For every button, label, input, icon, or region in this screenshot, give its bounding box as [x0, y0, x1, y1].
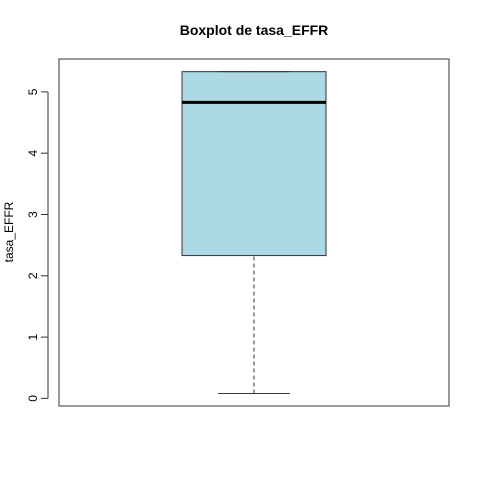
chart-title: Boxplot de tasa_EFFR — [180, 22, 329, 38]
y-tick-label: 4 — [26, 150, 40, 157]
y-tick-label: 0 — [26, 395, 40, 402]
iqr-box — [181, 71, 327, 257]
y-tick-label: 2 — [26, 272, 40, 279]
y-axis-label: tasa_EFFR — [2, 201, 16, 262]
y-tick-label: 3 — [26, 211, 40, 218]
plot-frame — [58, 58, 450, 407]
box-plot — [181, 71, 327, 394]
y-tick-label: 5 — [26, 88, 40, 95]
y-tick-label: 1 — [26, 333, 40, 340]
y-axis: 0 1 2 3 4 5 — [26, 88, 49, 402]
